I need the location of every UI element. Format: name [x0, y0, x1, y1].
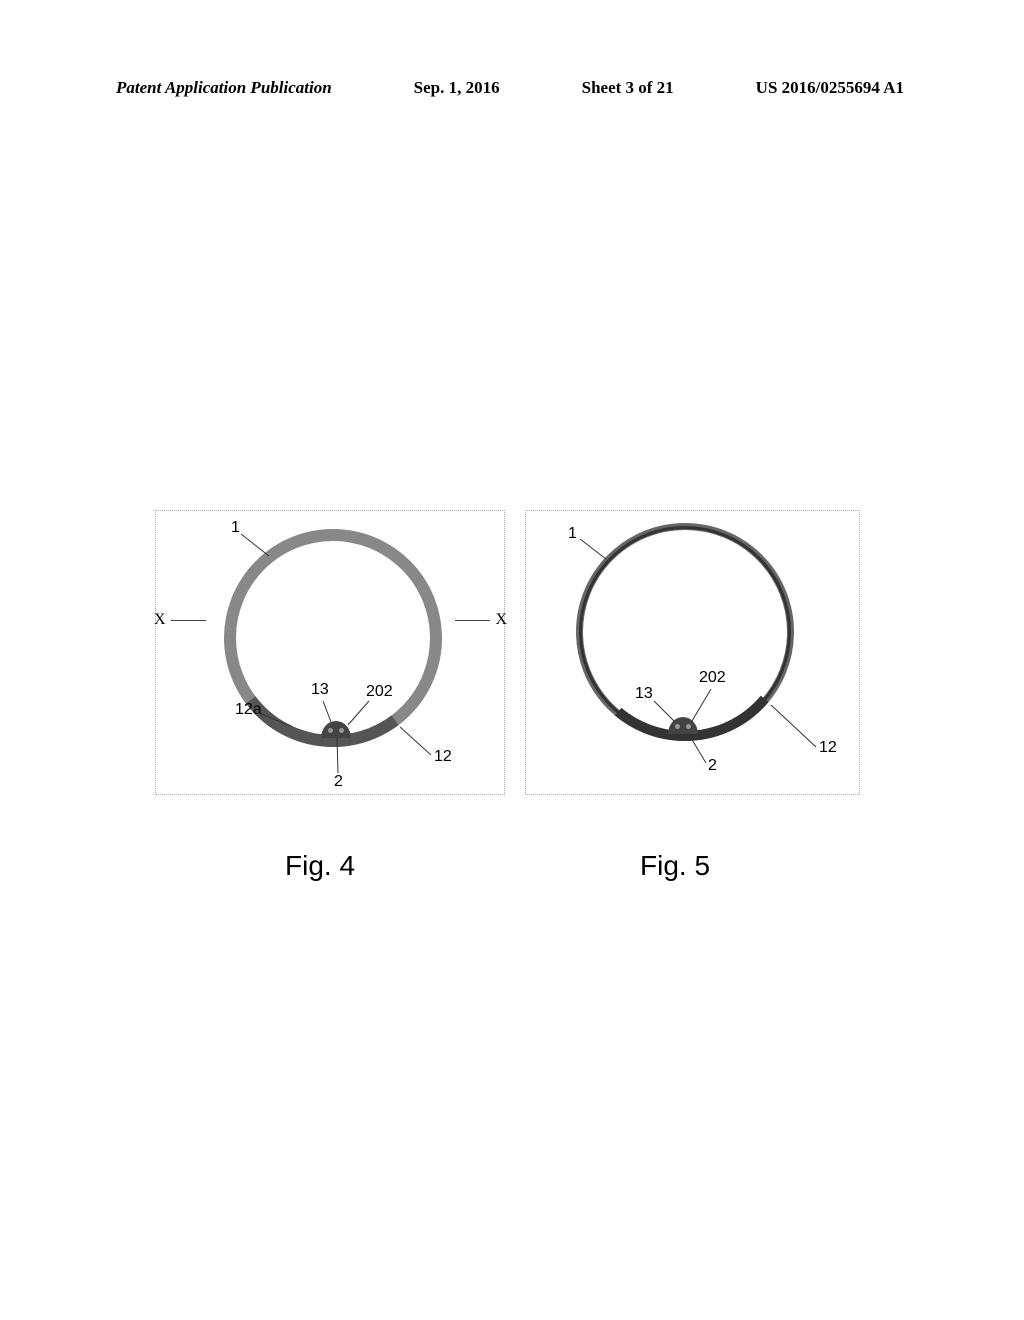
section-mark-right: X	[450, 611, 507, 629]
page-header: Patent Application Publication Sep. 1, 2…	[116, 78, 904, 98]
fig5-ring-highlight	[567, 514, 803, 750]
fig5-label-1: 1	[568, 525, 577, 543]
fig5-caption: Fig. 5	[640, 850, 710, 882]
fig4-label-12: 12	[434, 748, 452, 766]
dash-line-icon	[455, 620, 490, 621]
fig5-label-13: 13	[635, 685, 653, 703]
fig4-label-1: 1	[231, 519, 240, 537]
fig4-label-202: 202	[366, 683, 393, 701]
dash-line-icon	[171, 620, 206, 621]
publication-type: Patent Application Publication	[116, 78, 332, 98]
figure-4: X X 1 12a 13 202 12 2	[155, 510, 505, 795]
fig5-label-202: 202	[699, 669, 726, 687]
section-mark-left: X	[154, 611, 211, 629]
fig5-label-2: 2	[708, 757, 717, 775]
fig4-label-2: 2	[334, 773, 343, 791]
figure-5: 1 13 202 12 2	[525, 510, 860, 795]
fig4-caption: Fig. 4	[285, 850, 355, 882]
fig4-label-13: 13	[311, 681, 329, 699]
publication-date: Sep. 1, 2016	[414, 78, 500, 98]
publication-number: US 2016/0255694 A1	[756, 78, 904, 98]
sheet-number: Sheet 3 of 21	[582, 78, 674, 98]
fig5-label-12: 12	[819, 739, 837, 757]
fig4-label-12a: 12a	[235, 701, 262, 719]
